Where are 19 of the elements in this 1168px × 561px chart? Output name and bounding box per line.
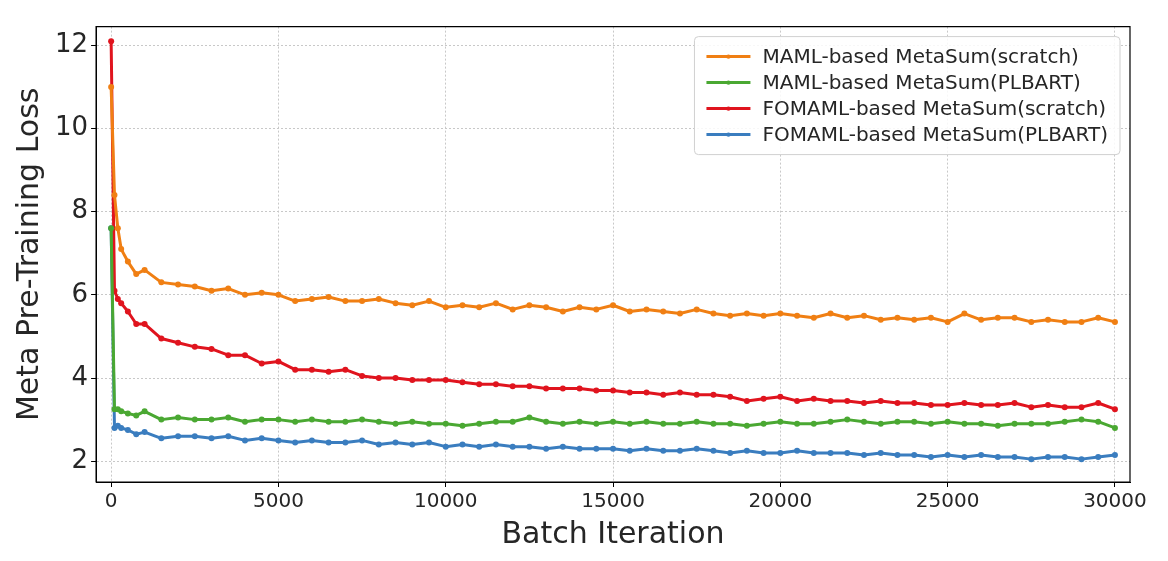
x-tick-label: 25000 [915,488,980,513]
x-tick-label: 30000 [1083,488,1147,513]
x-tick-label: 0 [104,488,118,513]
legend-label: FOMAML-based MetaSum(PLBART) [762,121,1109,146]
y-tick-label: 10 [54,111,89,142]
legend-label: MAML-based MetaSum(PLBART) [762,69,1081,94]
x-tick-label: 5000 [252,488,304,513]
y-tick-label: 2 [71,443,89,474]
y-axis-title: Meta Pre-Training Loss [9,87,45,422]
y-tick-label: 12 [54,28,89,59]
legend-label: FOMAML-based MetaSum(scratch) [762,95,1107,120]
y-tick-label: 6 [71,277,89,308]
x-tick-label: 15000 [581,488,645,513]
y-tick-label: 8 [71,194,89,225]
x-axis-title: Batch Iteration [501,514,725,550]
x-tick-label: 10000 [413,488,478,513]
x-tick-label: 20000 [748,488,813,513]
legend-label: MAML-based MetaSum(scratch) [762,43,1079,68]
y-tick-label: 4 [71,360,89,391]
